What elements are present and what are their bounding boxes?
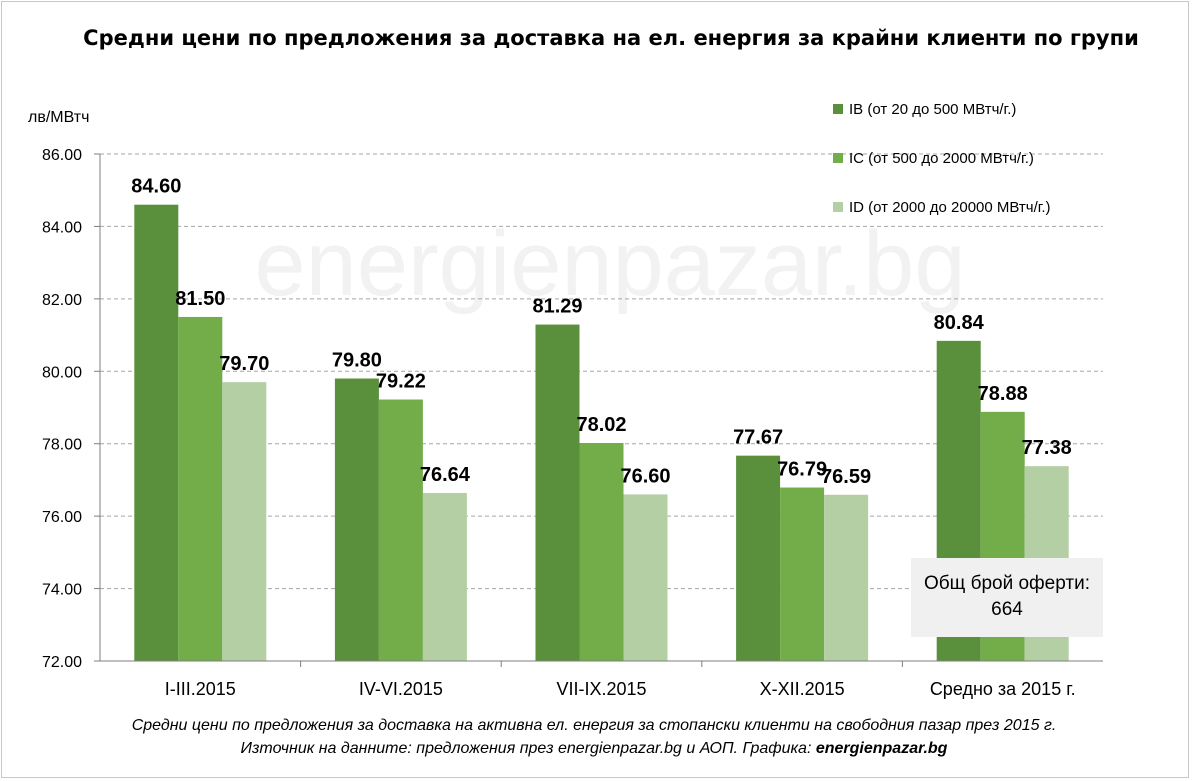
legend-label: IC (от 500 до 2000 МВтч/г.) xyxy=(849,150,1034,167)
data-label: 79.22 xyxy=(376,371,426,393)
legend-label: IB (от 20 до 500 МВтч/г.) xyxy=(849,101,1016,118)
footnote-line-1: Средни цени по предложения за доставка н… xyxy=(131,717,1057,734)
bar-series-2 xyxy=(178,316,223,661)
footnote: Средни цени по предложения за доставка н… xyxy=(0,714,1188,760)
x-category-label: VII-IX.2015 xyxy=(556,679,646,699)
offers-count-value: 664 xyxy=(991,599,1023,620)
data-label: 76.79 xyxy=(777,459,827,481)
y-tick-label: 76.00 xyxy=(42,509,82,526)
bar-series-2 xyxy=(780,487,825,661)
y-tick-label: 80.00 xyxy=(42,364,82,381)
legend-label: ID (от 2000 до 20000 МВтч/г.) xyxy=(849,199,1051,216)
data-label: 84.60 xyxy=(131,176,181,198)
y-tick-label: 78.00 xyxy=(42,437,82,454)
footnote-source: Източник на данните: предложения през en… xyxy=(240,740,816,757)
data-label: 78.88 xyxy=(978,383,1028,405)
data-label: 79.70 xyxy=(219,353,269,375)
watermark: energienpazar.bg xyxy=(254,213,965,315)
bar-series-1 xyxy=(535,324,580,661)
y-tick-label: 86.00 xyxy=(42,147,82,164)
bar-series-2 xyxy=(378,399,423,661)
bar-series-1 xyxy=(736,455,781,661)
chart-title: Средни цени по предложения за доставка н… xyxy=(83,26,1139,50)
legend-swatch xyxy=(833,153,843,163)
data-label: 76.60 xyxy=(620,465,670,487)
y-tick-label: 72.00 xyxy=(42,654,82,671)
y-tick-label: 74.00 xyxy=(42,582,82,599)
data-label: 76.59 xyxy=(821,466,871,488)
bar-series-3 xyxy=(422,492,467,661)
bar-series-3 xyxy=(824,494,869,661)
y-axis-label: лв/МВтч xyxy=(28,109,89,126)
bar-series-1 xyxy=(334,378,379,661)
bar-series-3 xyxy=(623,494,668,661)
x-category-label: I-III.2015 xyxy=(165,679,236,699)
data-label: 81.29 xyxy=(532,296,582,318)
x-category-label: IV-VI.2015 xyxy=(359,679,443,699)
y-tick-label: 82.00 xyxy=(42,292,82,309)
offers-count-label: Общ брой оферти: xyxy=(924,573,1090,594)
bar-series-2 xyxy=(579,442,624,661)
x-category-label: X-XII.2015 xyxy=(760,679,845,699)
bar-series-3 xyxy=(222,382,267,661)
data-label: 77.38 xyxy=(1022,437,1072,459)
y-tick-label: 84.00 xyxy=(42,219,82,236)
offers-count-note: Общ брой оферти: 664 xyxy=(911,558,1103,637)
legend-swatch xyxy=(833,104,843,114)
data-label: 79.80 xyxy=(332,350,382,372)
legend-swatch xyxy=(833,202,843,212)
data-label: 78.02 xyxy=(576,414,626,436)
data-label: 77.67 xyxy=(733,427,783,449)
bar-series-1 xyxy=(134,204,179,661)
footnote-line-2: Източник на данните: предложения през en… xyxy=(0,737,1188,760)
data-label: 81.50 xyxy=(175,288,225,310)
footnote-credit: energienpazar.bg xyxy=(815,740,948,757)
data-label: 80.84 xyxy=(934,312,985,334)
x-category-label: Средно за 2015 г. xyxy=(930,679,1076,699)
data-label: 76.64 xyxy=(420,464,471,486)
